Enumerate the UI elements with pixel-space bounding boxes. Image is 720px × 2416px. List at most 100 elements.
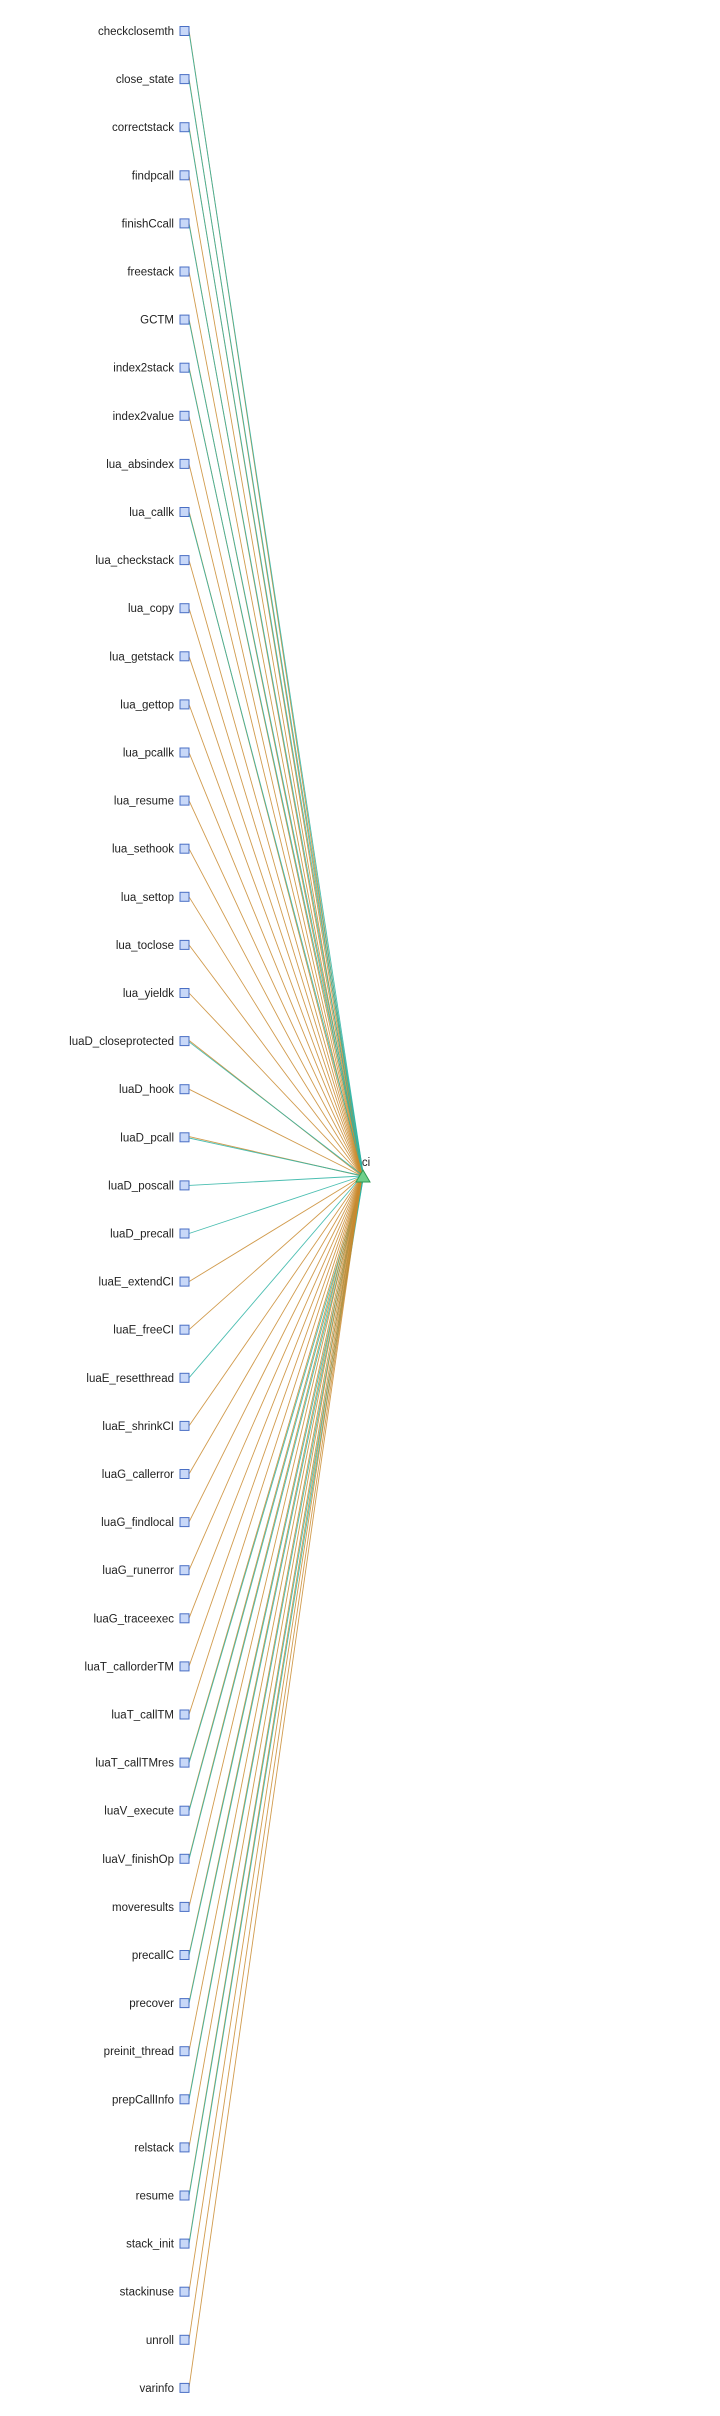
nodes-layer: checkclosemth close_state correctstack find… [69,26,190,2395]
edge-line [188,1175,363,1908]
graph-node[interactable]: resume [136,2190,190,2203]
node-box-icon [179,1469,190,1479]
graph-node[interactable]: luaD_pcall [120,1132,190,1144]
node-box-icon [179,2094,190,2105]
graph-node[interactable]: lua_getstack [109,651,190,663]
graph-node[interactable]: luaT_callTM [111,1709,190,1722]
graph-node[interactable]: precallC [132,1950,190,1962]
node-box-icon [179,988,190,998]
node-box-icon [179,1180,190,1191]
graph-node[interactable]: lua_sethook [112,843,190,856]
edge-line [188,1175,363,1234]
graph-node[interactable]: lua_yieldk [123,988,190,1000]
node-box-icon [179,1998,190,2009]
node-label: correctstack [112,122,174,134]
graph-node[interactable]: luaT_callTMres [95,1757,190,1770]
edge-line [188,1175,363,1859]
node-box-icon [179,651,190,662]
graph-node[interactable]: luaD_precall [110,1228,190,1241]
graph-node[interactable]: lua_copy [128,603,190,615]
graph-node[interactable]: luaE_extendCI [99,1276,190,1289]
graph-node[interactable]: moveresults [112,1901,190,1914]
graph-node[interactable]: luaT_callorderTM [85,1661,190,1673]
node-box-icon [179,1420,190,1431]
node-box-icon [179,2382,190,2393]
node-box-icon [179,410,190,421]
graph-node[interactable]: close_state [116,74,190,86]
node-label: lua_settop [121,892,174,904]
graph-node[interactable]: lua_checkstack [95,555,190,567]
graph-node[interactable]: findpcall [132,170,190,182]
edge-line [188,127,364,1177]
node-box-icon [179,26,190,36]
node-box-icon [179,314,190,325]
node-label: lua_gettop [120,699,174,711]
edge-line [188,896,363,1177]
graph-node[interactable]: checkclosemth [98,26,190,38]
graph-node[interactable]: lua_settop [121,891,190,904]
graph-node[interactable]: correctstack [112,122,190,134]
graph-node[interactable]: luaE_shrinkCI [102,1420,190,1433]
node-box-icon [179,1324,190,1335]
graph-node[interactable]: lua_callk [129,507,190,519]
node-label: luaD_closeprotected [69,1036,174,1048]
node-box-icon [179,122,190,133]
node-label: index2value [113,411,174,423]
graph-node[interactable]: luaG_traceexec [93,1613,190,1625]
edge-line [188,1175,363,2003]
graph-node[interactable]: lua_resume [114,795,190,808]
node-label: lua_copy [128,603,174,615]
graph-node[interactable]: luaD_closeprotected [69,1036,190,1048]
node-label: lua_yieldk [123,988,174,1000]
graph-node[interactable]: unroll [146,2334,190,2347]
graph-node[interactable]: finishCcall [122,218,190,230]
node-label: luaG_callerror [102,1469,174,1481]
node-label: lua_absindex [106,459,174,471]
node-box-icon [179,795,190,806]
graph-node[interactable]: luaD_hook [119,1084,190,1096]
graph-node[interactable]: luaE_freeCI [113,1324,190,1337]
graph-node[interactable]: lua_gettop [120,699,190,711]
target-node[interactable]: ci [355,1157,371,1183]
graph-node[interactable]: preinit_thread [104,2046,190,2058]
graph-node[interactable]: stackinuse [120,2286,190,2299]
graph-node[interactable]: lua_pcallk [123,747,190,760]
graph-node[interactable]: luaV_finishOp [102,1853,190,1866]
graph-node[interactable]: prepCallInfo [112,2094,190,2106]
graph-node[interactable]: index2stack [113,362,190,375]
node-box-icon [179,891,190,902]
node-box-icon [179,2142,190,2153]
node-label: luaG_traceexec [93,1613,174,1625]
graph-node[interactable]: stack_init [126,2238,190,2251]
node-label: luaT_callTMres [95,1758,174,1770]
node-label: lua_sethook [112,844,174,856]
node-label: GCTM [140,315,174,327]
graph-node[interactable]: luaE_resetthread [86,1372,190,1385]
node-label: freestack [127,267,174,279]
node-label: lua_toclose [116,940,174,952]
edge-line [188,944,363,1177]
graph-node[interactable]: GCTM [140,314,190,327]
graph-node[interactable]: precover [129,1998,190,2010]
edge-line [188,1175,363,2340]
node-box-icon [179,1228,190,1239]
node-box-icon [179,2238,190,2249]
graph-node[interactable]: index2value [113,410,190,423]
graph-node[interactable]: lua_absindex [106,458,190,471]
graph-node[interactable]: varinfo [139,2382,190,2395]
graph-node[interactable]: freestack [127,266,190,279]
edge-line [188,1175,363,1523]
node-label: finishCcall [122,218,174,230]
graph-node[interactable]: luaG_findlocal [101,1517,190,1529]
edge-line [188,1175,363,1571]
graph-node[interactable]: luaG_runerror [102,1565,190,1577]
graph-node[interactable]: luaG_callerror [102,1469,190,1481]
node-box-icon [179,1901,190,1912]
edges-layer [188,30,364,2388]
graph-node[interactable]: luaD_poscall [108,1180,190,1192]
graph-node[interactable]: luaV_execute [104,1805,190,1818]
graph-node[interactable]: lua_toclose [116,939,190,952]
edge-line [188,1175,363,1379]
edge-line [188,512,364,1177]
graph-node[interactable]: relstack [134,2142,190,2154]
